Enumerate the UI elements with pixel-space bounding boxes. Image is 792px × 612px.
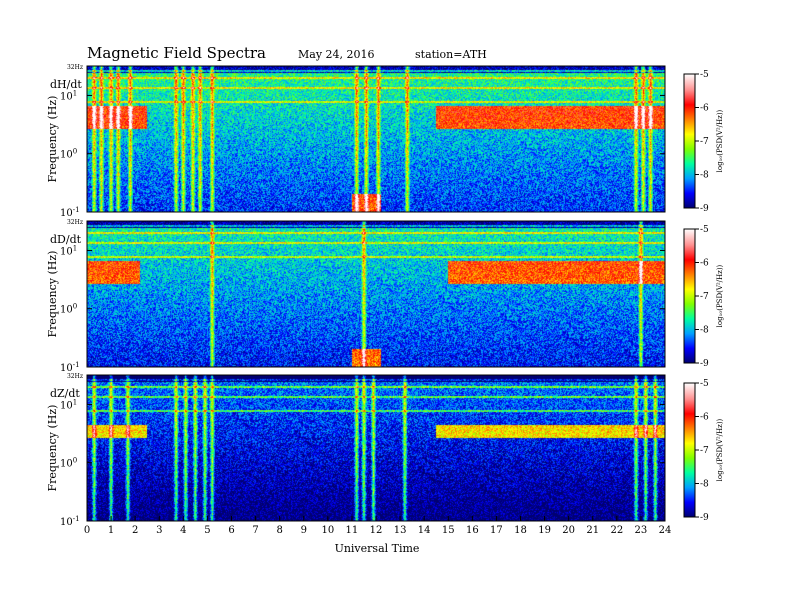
colorbar-tick-label: -7	[700, 446, 709, 456]
x-tick-label: 19	[538, 525, 551, 536]
y-top-label: 32Hz	[67, 373, 83, 380]
y-axis-label: Frequency (Hz)	[46, 96, 59, 183]
y-tick-label: 100	[60, 148, 77, 161]
colorbar-tick-label: -7	[700, 292, 709, 302]
x-tick-label: 22	[610, 525, 623, 536]
colorbar	[683, 73, 696, 209]
x-tick-label: 14	[418, 525, 431, 536]
x-tick-label: 5	[204, 525, 210, 536]
x-tick-label: 0	[84, 525, 90, 536]
y-axis-label: Frequency (Hz)	[46, 251, 59, 338]
y-axis-label: Frequency (Hz)	[46, 405, 59, 492]
panel-name: dD/dt	[50, 233, 82, 246]
x-tick-label: 21	[586, 525, 599, 536]
x-tick-label: 17	[490, 525, 503, 536]
y-tick-label: 10-1	[60, 515, 80, 528]
colorbar-tick-label: -5	[700, 379, 709, 389]
colorbar	[683, 228, 696, 364]
colorbar-label: log₁₀(PSD(V²/Hz))	[716, 264, 724, 327]
colorbar-tick-label: -6	[700, 104, 709, 114]
panel-name: dH/dt	[50, 78, 82, 91]
spectrogram-image	[87, 66, 665, 212]
colorbar-label: log₁₀(PSD(V²/Hz))	[716, 418, 724, 481]
panel-name: dZ/dt	[50, 387, 80, 400]
x-tick-label: 11	[346, 525, 359, 536]
x-tick-label: 3	[156, 525, 162, 536]
colorbar-tick-label: -9	[700, 204, 709, 214]
spectrogram-image	[87, 375, 665, 521]
chart-station: station=ATH	[415, 48, 487, 61]
colorbar-label: log₁₀(PSD(V²/Hz))	[716, 109, 724, 172]
x-tick-label: 4	[180, 525, 186, 536]
y-tick-label: 101	[60, 244, 77, 257]
x-axis: 0 1 2 3 4 5 6 7 8 9 10 11 12 13 14 15 16 17 18 19 20 21 22 23 24	[84, 516, 672, 536]
x-tick-label: 8	[276, 525, 282, 536]
x-tick-label: 13	[394, 525, 407, 536]
panel-frame	[86, 65, 666, 213]
y-tick-label: 100	[60, 457, 77, 470]
x-tick-label: 16	[466, 525, 479, 536]
colorbar-tick-label: -8	[700, 326, 709, 336]
y-top-label: 32Hz	[67, 219, 83, 226]
colorbar-tick-label: -8	[700, 480, 709, 490]
x-tick-label: 10	[321, 525, 334, 536]
x-tick-label: 24	[659, 525, 672, 536]
colorbar-tick-label: -6	[700, 259, 709, 269]
colorbar-tick-label: -9	[700, 359, 709, 369]
x-axis-label: Universal Time	[335, 542, 420, 555]
x-tick-label: 6	[228, 525, 234, 536]
panel-frame	[86, 220, 666, 368]
y-tick-label: 10-1	[60, 361, 80, 374]
colorbar	[683, 382, 696, 518]
colorbar-tick-label: -7	[700, 137, 709, 147]
y-tick-label: 10-1	[60, 206, 80, 219]
x-tick-label: 9	[301, 525, 307, 536]
x-tick-label: 20	[562, 525, 575, 536]
x-tick-label: 7	[252, 525, 258, 536]
colorbar-tick-label: -5	[700, 70, 709, 80]
x-tick-label: 2	[132, 525, 138, 536]
y-tick-label: 100	[60, 303, 77, 316]
colorbar-tick-label: -6	[700, 413, 709, 423]
spectrogram-image	[87, 221, 665, 367]
chart-title: Magnetic Field Spectra	[87, 44, 266, 62]
x-tick-label: 1	[108, 525, 114, 536]
chart-date: May 24, 2016	[298, 48, 375, 61]
x-tick-label: 23	[635, 525, 648, 536]
y-top-label: 32Hz	[67, 64, 83, 71]
colorbar-tick-label: -5	[700, 225, 709, 235]
colorbar-tick-label: -9	[700, 513, 709, 523]
colorbar-tick-label: -8	[700, 171, 709, 181]
x-tick-label: 15	[442, 525, 455, 536]
x-tick-label: 18	[514, 525, 527, 536]
y-tick-label: 101	[60, 398, 77, 411]
x-tick-label: 12	[370, 525, 383, 536]
y-tick-label: 101	[60, 89, 77, 102]
